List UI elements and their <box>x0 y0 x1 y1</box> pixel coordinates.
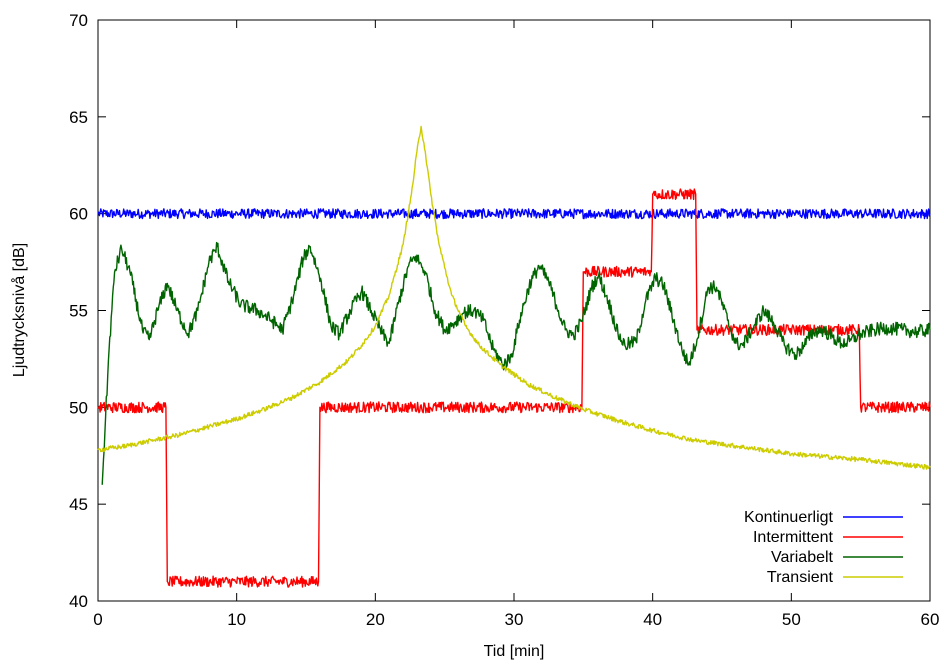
legend-label: Kontinuerligt <box>744 509 834 526</box>
series-line-variabelt <box>101 241 931 485</box>
legend: Kontinuerligt Intermittent Variabelt Transi… <box>744 509 903 586</box>
x-tick-labels: 0 10 20 30 40 50 60 <box>93 610 939 629</box>
y-tick-label: 60 <box>69 205 88 224</box>
series-line-transient <box>97 125 931 470</box>
x-tick-label: 20 <box>366 610 385 629</box>
y-tick-label: 45 <box>69 495 88 514</box>
legend-label: Transient <box>767 569 834 586</box>
y-tick-label: 70 <box>69 11 88 30</box>
legend-label: Intermittent <box>753 529 834 546</box>
y-tick-label: 50 <box>69 398 88 417</box>
x-tick-label: 60 <box>921 610 940 629</box>
y-axis-label: Ljudtrycksnivå [dB] <box>10 243 28 377</box>
y-tick-label: 65 <box>69 108 88 127</box>
x-tick-label: 10 <box>227 610 246 629</box>
series-line-intermittent <box>97 188 931 588</box>
x-tick-label: 50 <box>782 610 801 629</box>
legend-label: Variabelt <box>771 549 834 566</box>
y-tick-label: 55 <box>69 302 88 321</box>
x-tick-label: 30 <box>505 610 524 629</box>
x-tick-label: 40 <box>643 610 662 629</box>
series-layer <box>97 125 931 588</box>
series-line-kontinuerligt <box>97 208 931 220</box>
x-axis-label: Tid [min] <box>484 643 545 660</box>
x-tick-label: 0 <box>93 610 102 629</box>
y-tick-labels: 40 45 50 55 60 65 70 <box>69 11 88 611</box>
y-tick-label: 40 <box>69 592 88 611</box>
